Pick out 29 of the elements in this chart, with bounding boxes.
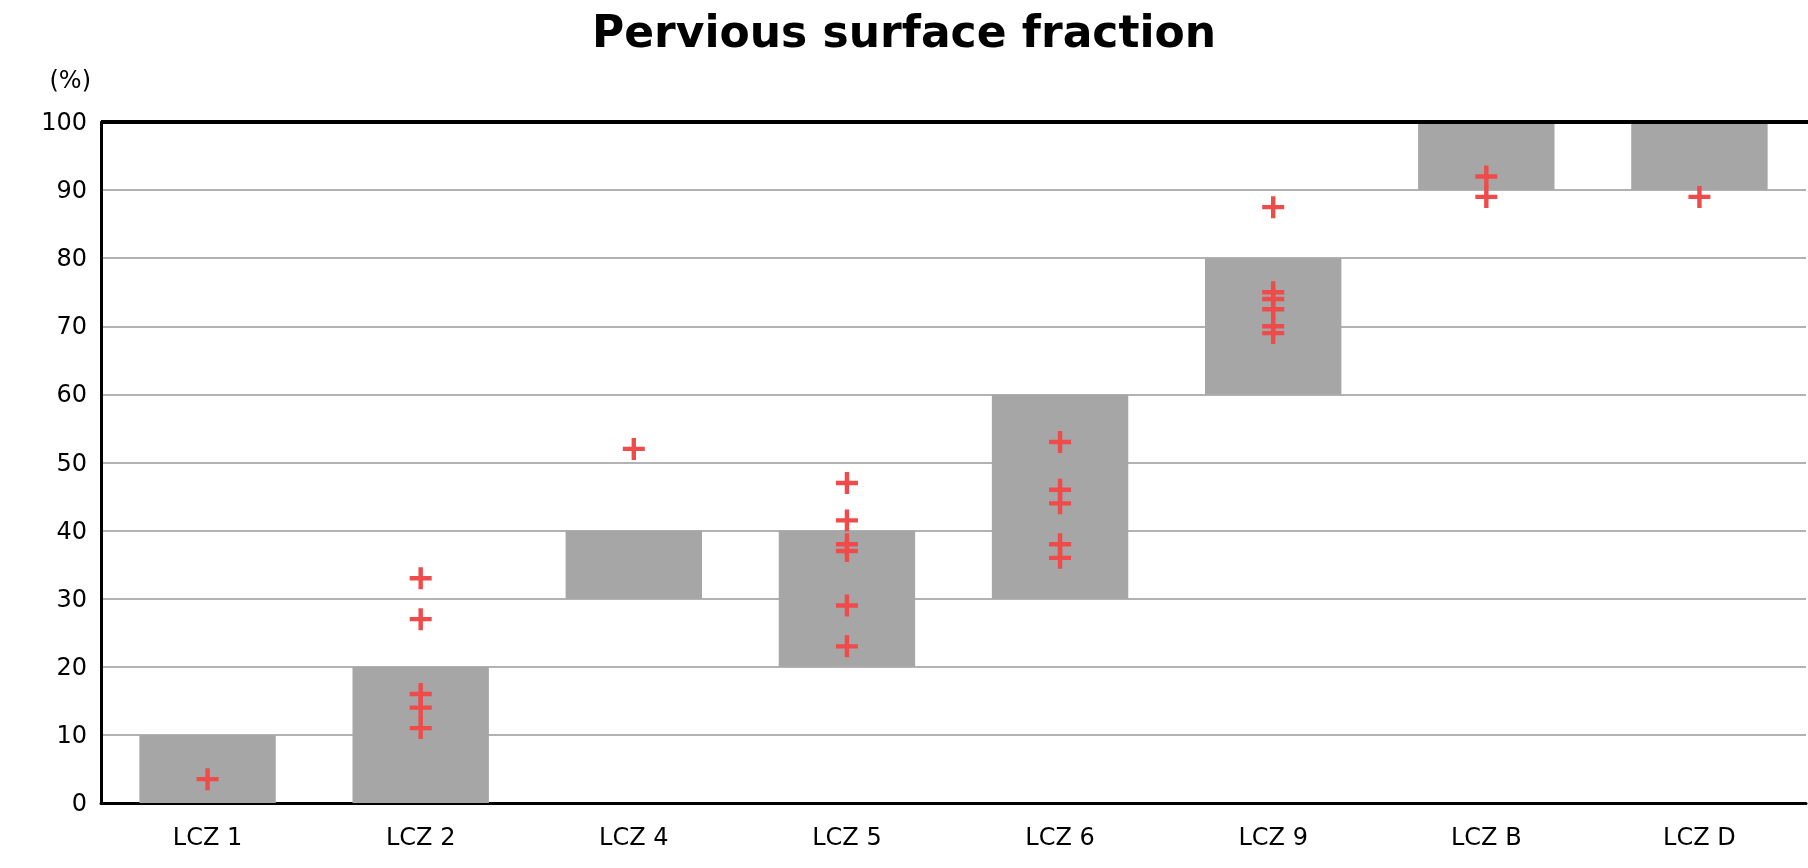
bar xyxy=(1418,122,1555,191)
bar xyxy=(139,734,276,803)
y-tick-label: 60 xyxy=(56,380,87,409)
y-tick-label: 50 xyxy=(56,448,87,477)
bar xyxy=(565,530,703,599)
bar xyxy=(1204,258,1342,395)
x-tick-label: LCZ 6 xyxy=(1025,823,1095,851)
y-tick-label: 40 xyxy=(56,516,87,545)
y-tick-label: 100 xyxy=(41,108,87,136)
y-tick-label: 20 xyxy=(56,652,87,681)
x-tick-label: LCZ 2 xyxy=(385,823,456,851)
x-tick-label: LCZ 9 xyxy=(1238,823,1308,851)
y-tick-label: 80 xyxy=(56,244,87,273)
y-tick-label: 90 xyxy=(56,176,87,205)
bar xyxy=(1631,122,1768,191)
y-axis-title: (%) xyxy=(49,66,91,94)
y-tick-label: 0 xyxy=(71,789,87,817)
bar xyxy=(778,530,916,667)
y-tick-label: 70 xyxy=(56,312,87,341)
x-tick-label: LCZ B xyxy=(1450,823,1522,851)
y-tick-label: 30 xyxy=(56,584,87,613)
bar xyxy=(352,666,489,803)
x-tick-label: LCZ 5 xyxy=(812,823,882,851)
x-tick-label: LCZ 1 xyxy=(172,823,243,851)
x-tick-label: LCZ 4 xyxy=(599,823,669,851)
chart-title: Pervious surface fraction xyxy=(591,5,1217,57)
x-tick-label: LCZ D xyxy=(1663,823,1736,851)
y-tick-label: 10 xyxy=(56,720,87,749)
bar xyxy=(991,394,1129,599)
